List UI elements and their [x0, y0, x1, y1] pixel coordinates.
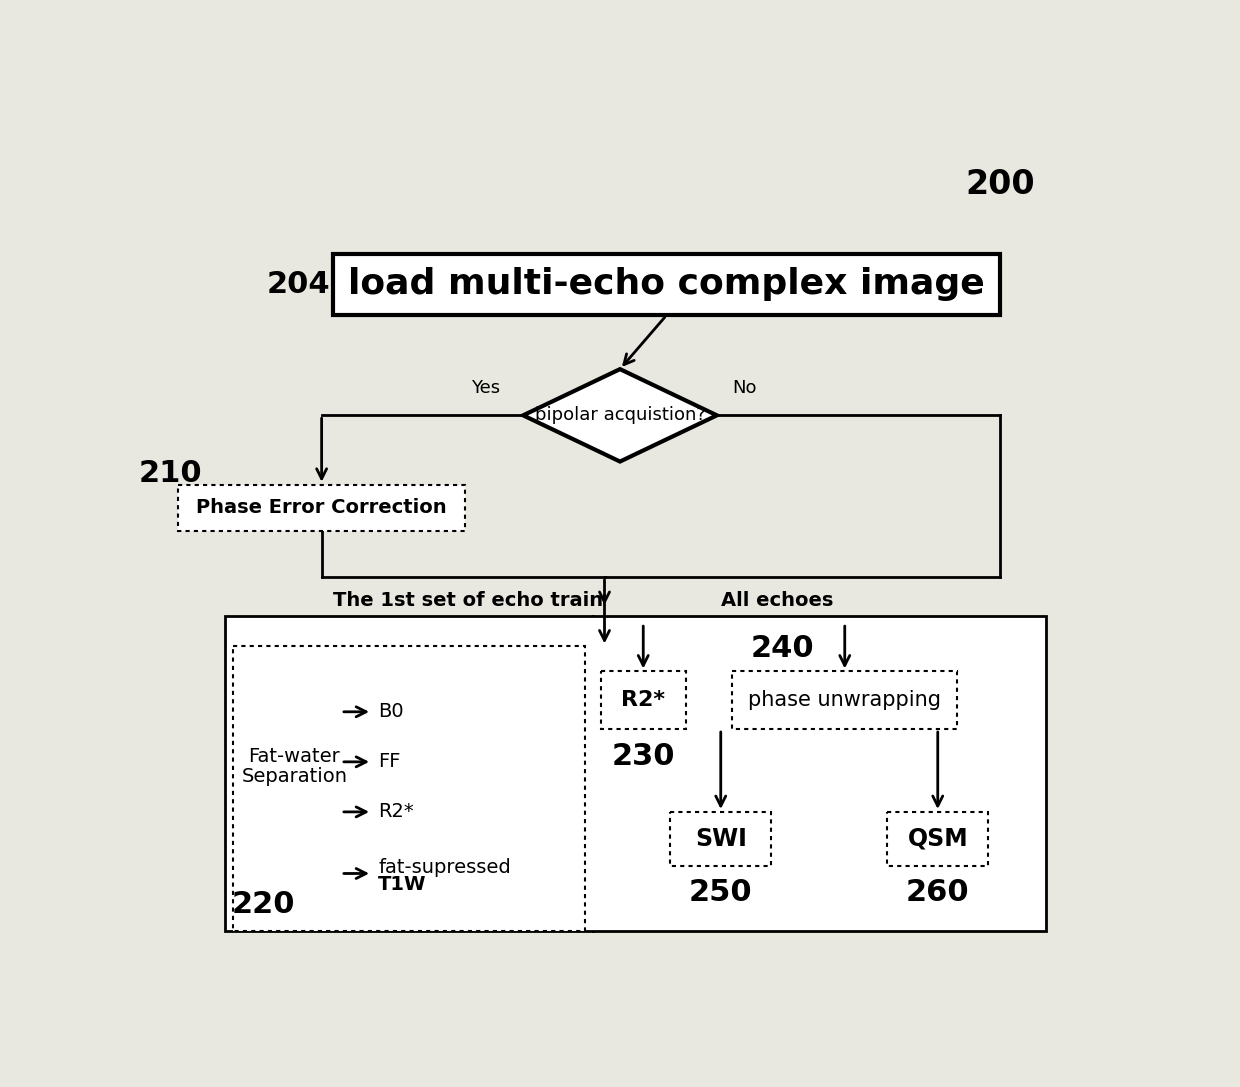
Text: 204: 204 [267, 270, 330, 299]
Text: R2*: R2* [621, 690, 665, 710]
FancyBboxPatch shape [179, 485, 465, 530]
FancyBboxPatch shape [733, 672, 957, 729]
Text: 220: 220 [232, 890, 295, 919]
Text: SWI: SWI [694, 827, 746, 851]
Text: Fat-water: Fat-water [249, 747, 340, 766]
Text: 250: 250 [689, 878, 753, 908]
Text: 210: 210 [139, 459, 202, 488]
Polygon shape [523, 370, 717, 462]
FancyBboxPatch shape [600, 672, 686, 729]
FancyBboxPatch shape [233, 647, 585, 932]
Text: 240: 240 [751, 634, 815, 663]
Text: All echoes: All echoes [720, 590, 833, 610]
Text: 230: 230 [611, 741, 675, 771]
Text: FF: FF [378, 752, 401, 772]
Text: Separation: Separation [242, 767, 347, 786]
FancyBboxPatch shape [224, 615, 1047, 932]
Text: B0: B0 [378, 702, 404, 722]
FancyBboxPatch shape [671, 812, 771, 865]
Text: R2*: R2* [378, 802, 414, 822]
Text: fat-supressed: fat-supressed [378, 858, 511, 877]
Text: Phase Error Correction: Phase Error Correction [196, 498, 446, 517]
Text: bipolar acquistion?: bipolar acquistion? [534, 407, 706, 424]
FancyBboxPatch shape [334, 253, 999, 315]
Text: The 1st set of echo train: The 1st set of echo train [334, 590, 604, 610]
Text: No: No [733, 379, 756, 398]
Text: QSM: QSM [908, 827, 968, 851]
FancyBboxPatch shape [888, 812, 988, 865]
Text: phase unwrapping: phase unwrapping [748, 690, 941, 710]
Text: 200: 200 [965, 167, 1034, 201]
Text: T1W: T1W [378, 875, 427, 894]
Text: load multi-echo complex image: load multi-echo complex image [348, 267, 985, 301]
Text: 260: 260 [906, 878, 970, 908]
Text: Yes: Yes [471, 379, 500, 398]
